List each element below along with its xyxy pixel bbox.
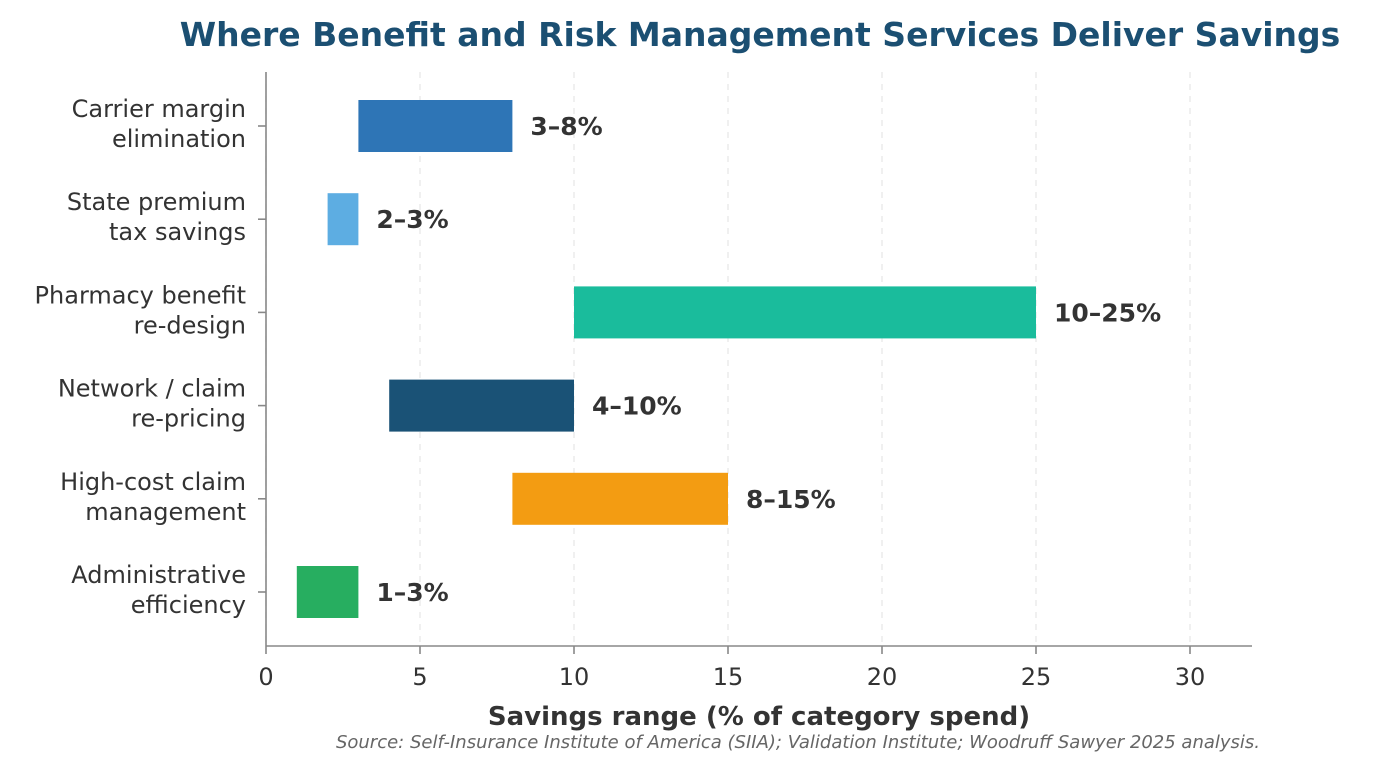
range-bar [327, 193, 359, 246]
bars-layer: 3–8% 2–3% 10–25% 4–10% 8–15% 1–3% [296, 100, 1161, 618]
data-label: 2–3% [376, 205, 448, 234]
range-bar [512, 472, 728, 525]
category-label: Pharmacy benefit re-design [35, 281, 246, 339]
x-tick-label: 5 [412, 663, 427, 691]
range-bar [296, 566, 359, 618]
axes-layer: Carrier margin elimination State premium ta… [35, 72, 1252, 691]
data-label: 1–3% [376, 578, 448, 607]
data-label: 10–25% [1054, 298, 1161, 327]
category-label: Carrier margin elimination [72, 95, 246, 153]
range-bar [358, 100, 513, 152]
x-tick-label: 30 [1175, 663, 1206, 691]
grid-layer [265, 72, 1191, 646]
range-bar [389, 379, 574, 432]
x-tick-label: 0 [258, 663, 273, 691]
category-label: Network / claim re-pricing [58, 375, 246, 433]
category-label: Administrative efficiency [71, 561, 246, 619]
source-note: Source: Self-Insurance Institute of Amer… [336, 732, 1260, 753]
x-tick-label: 20 [867, 663, 898, 691]
x-axis-label: Savings range (% of category spend) [488, 702, 1030, 732]
category-label: High-cost claim management [60, 468, 246, 526]
chart-title: Where Benefit and Risk Management Servic… [180, 15, 1341, 54]
range-bar [574, 286, 1036, 339]
data-label: 4–10% [592, 392, 682, 421]
x-tick-label: 10 [559, 663, 590, 691]
category-label: State premium tax savings [67, 188, 246, 246]
data-label: 8–15% [746, 485, 836, 514]
data-label: 3–8% [530, 112, 602, 141]
x-tick-label: 25 [1021, 663, 1052, 691]
x-tick-label: 15 [713, 663, 744, 691]
